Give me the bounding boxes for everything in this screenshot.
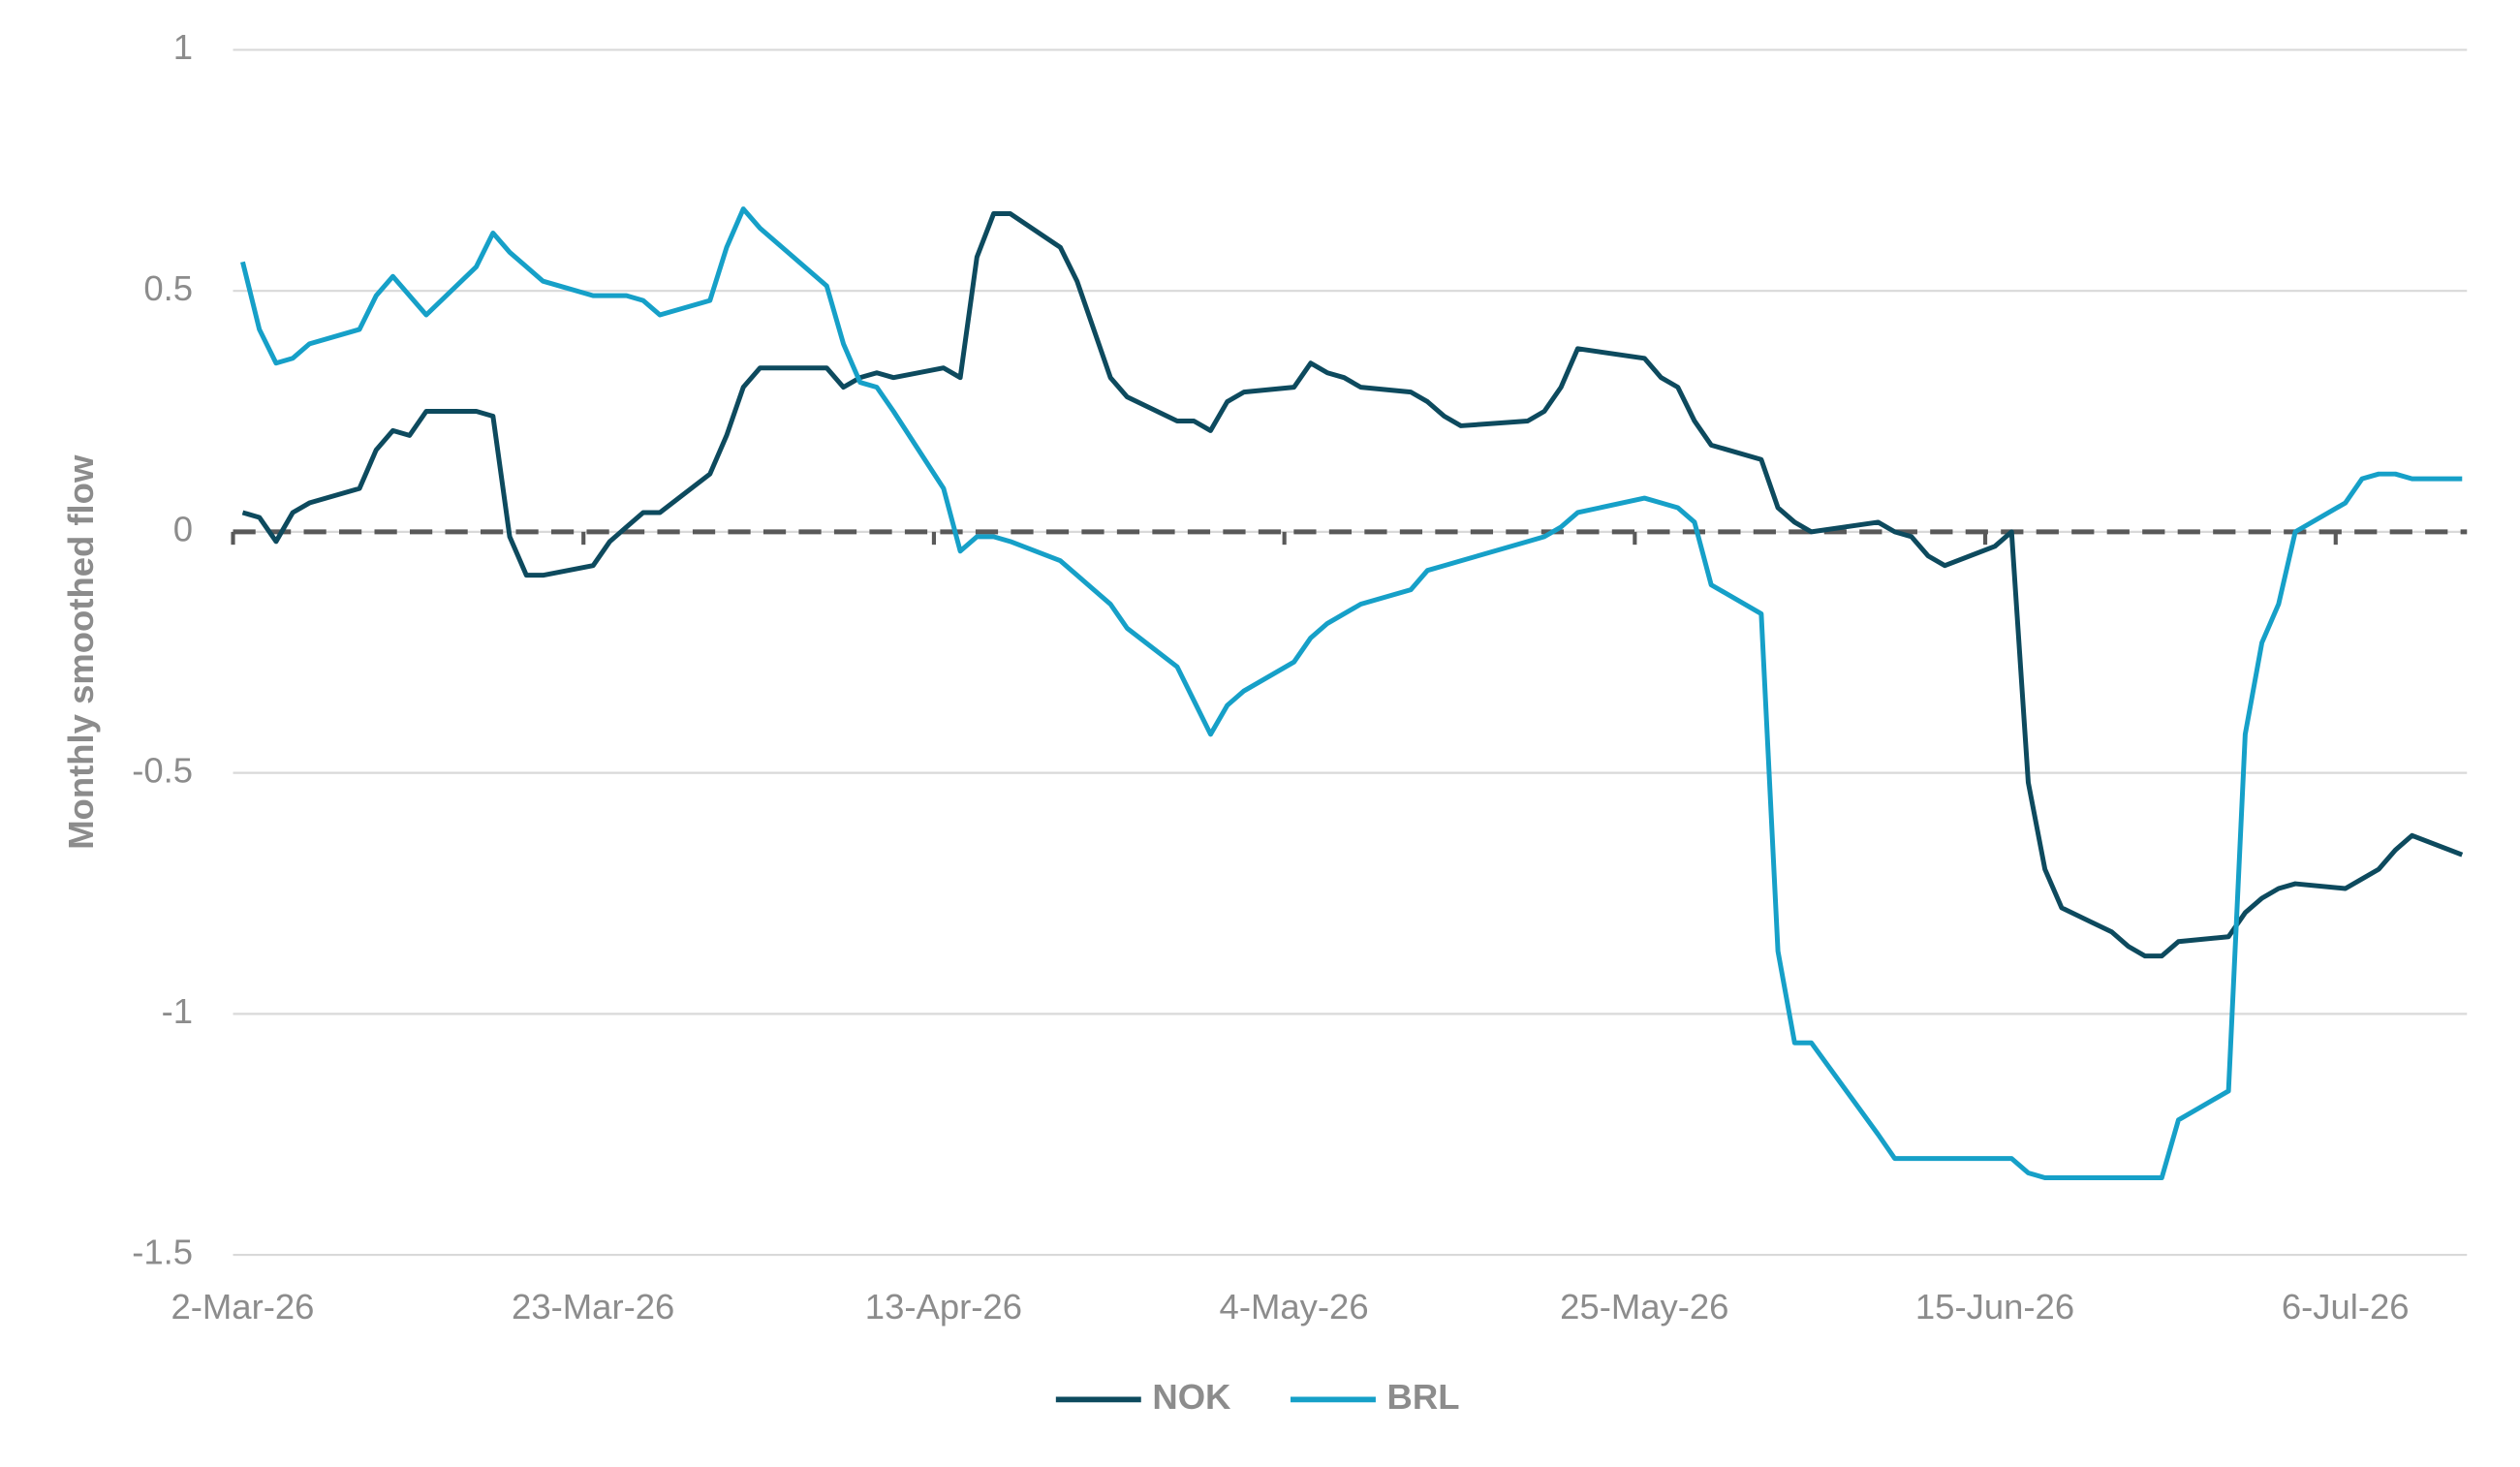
y-tick-label: -0.5 (132, 750, 193, 790)
y-tick-label: 0.5 (143, 268, 193, 308)
x-tick-label: 2-Mar-26 (171, 1287, 314, 1327)
y-tick-label: 0 (173, 510, 193, 549)
y-axis-title: Monthly smoothed flow (61, 454, 101, 850)
x-tick-label: 23-Mar-26 (512, 1287, 674, 1327)
series-line (240, 206, 2463, 1180)
x-tick-label: 4-May-26 (1220, 1287, 1369, 1327)
x-tick-label: 13-Apr-26 (865, 1287, 1022, 1327)
y-tick-label: -1.5 (132, 1233, 193, 1272)
legend-label: BRL (1387, 1377, 1460, 1417)
y-tick-label: -1 (162, 991, 193, 1031)
y-tick-label: 1 (173, 27, 193, 67)
x-tick-label: 25-May-26 (1560, 1287, 1728, 1327)
legend-label: NOK (1152, 1377, 1230, 1417)
series-line (241, 211, 2464, 959)
x-tick-label: 15-Jun-26 (1915, 1287, 2074, 1327)
x-tick-label: 6-Jul-26 (2282, 1287, 2410, 1327)
